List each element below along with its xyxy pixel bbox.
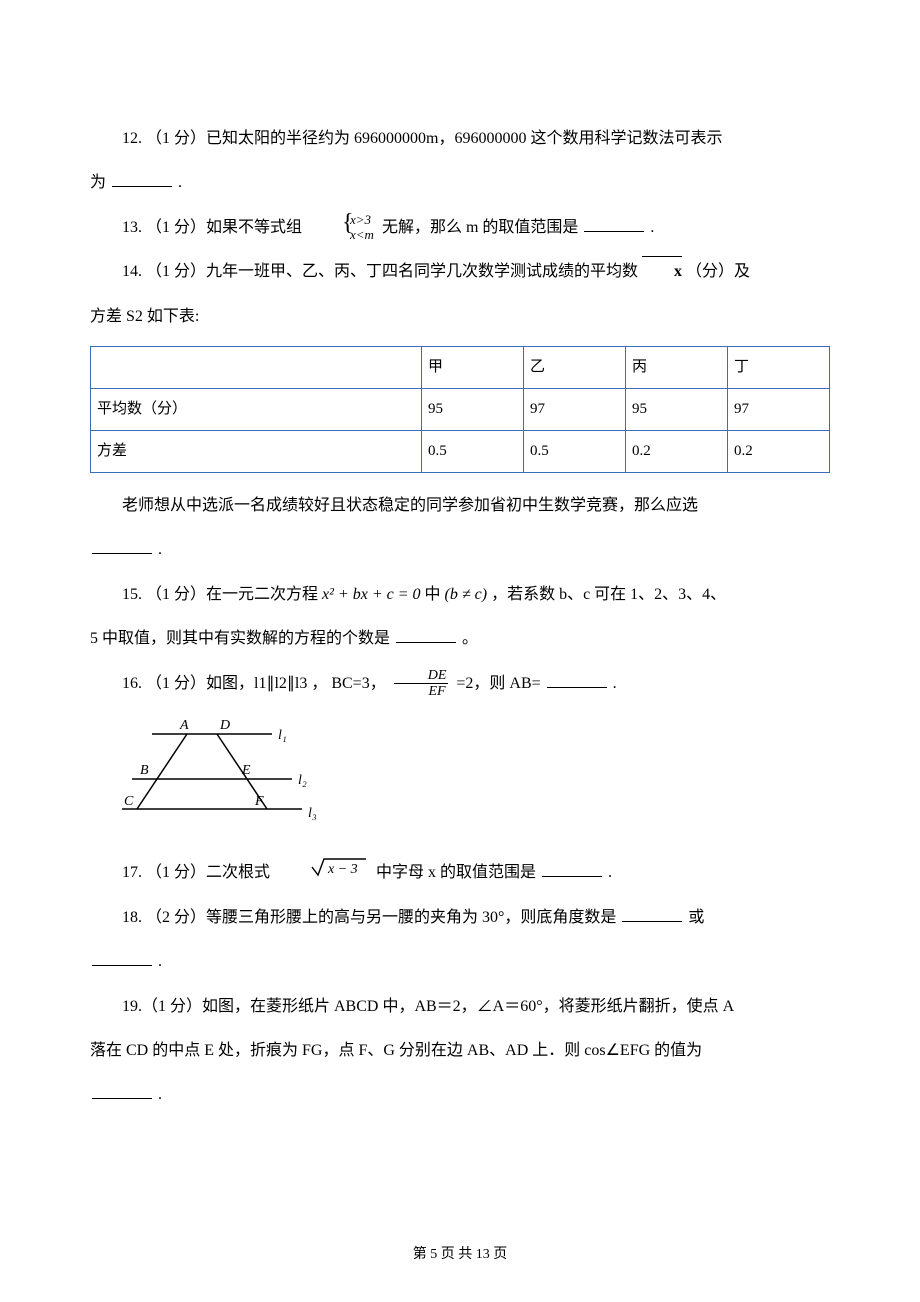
q19-line1: 19.（1 分）如图，在菱形纸片 ABCD 中，AB＝2，∠A＝60°，将菱形纸…: [90, 988, 830, 1026]
q14-tail: .: [158, 541, 162, 558]
q19-blank: [92, 1082, 152, 1099]
label-D: D: [219, 718, 230, 733]
table-cell: 0.5: [523, 430, 625, 472]
q16-tail: .: [613, 675, 617, 692]
label-l3: l₃: [308, 806, 317, 821]
q13: 13. （1 分）如果不等式组 { x>3 x<m 无解，那么 m 的取值范围是…: [90, 209, 830, 247]
q12-line2: 为 .: [90, 164, 830, 202]
q17-radicand: x − 3: [327, 862, 358, 877]
page-number: 第 5 页 共 13 页: [0, 1238, 920, 1272]
q19-line3: .: [90, 1076, 830, 1114]
q15-b: ，若系数 b、c 可在 1、2、3、4、: [491, 586, 726, 603]
q15-c: 5 中取值，则其中有实数解的方程的个数是: [90, 630, 390, 647]
q18-line2: .: [90, 943, 830, 981]
table-header: 丙: [625, 346, 727, 388]
table-header: 甲: [421, 346, 523, 388]
q18-line1: 18. （2 分）等腰三角形腰上的高与另一腰的夹角为 30°，则底角度数是 或: [90, 899, 830, 937]
q17-tail: .: [608, 864, 612, 881]
q12-blank: [112, 170, 172, 187]
table-cell: 97: [523, 388, 625, 430]
q12-tail: .: [178, 174, 182, 191]
q14-line1: 14. （1 分）九年一班甲、乙、丙、丁四名同学几次数学测试成绩的平均数 x （…: [90, 253, 830, 291]
q13-tail: .: [650, 219, 654, 236]
q15-tail: 。: [462, 630, 478, 647]
q16-figure: A D B E C F l₁ l₂ l₃: [122, 709, 830, 844]
q16-frac-num: DE: [394, 668, 449, 684]
q13-a: 13. （1 分）如果不等式组: [122, 219, 306, 236]
table-header: 乙: [523, 346, 625, 388]
q16-a: 16. （1 分）如图，l1∥l2∥l3 ， BC=3，: [122, 675, 386, 692]
q13-blank: [584, 215, 644, 232]
q15-mid: 中: [425, 586, 441, 603]
label-F: F: [254, 794, 264, 809]
q18-mid: 或: [688, 909, 704, 926]
q18-blank2: [92, 949, 152, 966]
q17-a: 17. （1 分）二次根式: [122, 864, 274, 881]
q15-blank: [396, 626, 456, 643]
q13-b: 无解，那么 m 的取值范围是: [382, 219, 578, 236]
pager-suffix: 页: [493, 1247, 507, 1262]
q17-b: 中字母 x 的取值范围是: [376, 864, 536, 881]
table-header: [91, 346, 422, 388]
table-cell: 95: [421, 388, 523, 430]
q14-after-b: .: [90, 531, 830, 569]
pager-total: 13: [476, 1247, 490, 1262]
q14-blank: [92, 537, 152, 554]
q16-b: =2，则 AB=: [456, 675, 540, 692]
q15-eq1: x² + bx + c = 0: [322, 586, 421, 603]
q17-blank: [542, 860, 602, 877]
table-cell: 平均数（分）: [91, 388, 422, 430]
pager-mid: 页 共: [441, 1247, 476, 1262]
page: 12. （1 分）已知太阳的半径约为 696000000m，696000000 …: [0, 0, 920, 1302]
table-cell: 0.2: [625, 430, 727, 472]
pager-prefix: 第: [413, 1247, 431, 1262]
q12-line1: 12. （1 分）已知太阳的半径约为 696000000m，696000000 …: [90, 120, 830, 158]
q17: 17. （1 分）二次根式 x − 3 中字母 x 的取值范围是 .: [90, 854, 830, 893]
pager-current: 5: [430, 1247, 437, 1262]
table-header-row: 甲 乙 丙 丁: [91, 346, 830, 388]
q15-line2: 5 中取值，则其中有实数解的方程的个数是 。: [90, 620, 830, 658]
table-cell: 95: [625, 388, 727, 430]
table-cell: 97: [727, 388, 829, 430]
q15-eq2: (b ≠ c): [445, 586, 488, 603]
table-header: 丁: [727, 346, 829, 388]
table-row: 平均数（分） 95 97 95 97: [91, 388, 830, 430]
label-A: A: [179, 718, 189, 733]
table-row: 方差 0.5 0.5 0.2 0.2: [91, 430, 830, 472]
sqrt-icon: x − 3: [278, 854, 368, 892]
label-C: C: [124, 794, 134, 809]
q14-after-a: 老师想从中选派一名成绩较好且状态稳定的同学参加省初中生数学竞赛，那么应选: [90, 487, 830, 525]
q12-b: 为: [90, 174, 106, 191]
q18-tail: .: [158, 953, 162, 970]
table-cell: 方差: [91, 430, 422, 472]
q16-frac-den: EF: [394, 684, 449, 699]
label-E: E: [241, 763, 251, 778]
q15-a: 15. （1 分）在一元二次方程: [122, 586, 318, 603]
q14-line2: 方差 S2 如下表:: [90, 298, 830, 336]
q18-blank1: [622, 905, 682, 922]
label-l1: l₁: [278, 728, 287, 743]
table-cell: 0.2: [727, 430, 829, 472]
q14-table: 甲 乙 丙 丁 平均数（分） 95 97 95 97 方差 0.5 0.5 0.…: [90, 346, 830, 473]
brace-icon: {: [310, 211, 354, 235]
label-B: B: [140, 763, 149, 778]
q19-tail: .: [158, 1086, 162, 1103]
q16: 16. （1 分）如图，l1∥l2∥l3 ， BC=3， DE EF =2，则 …: [90, 665, 830, 703]
table-cell: 0.5: [421, 430, 523, 472]
label-l2: l₂: [298, 773, 307, 788]
q14-b: （分）及: [686, 263, 750, 280]
q13-system: { x>3 x<m: [310, 213, 374, 243]
q14-a: 14. （1 分）九年一班甲、乙、丙、丁四名同学几次数学测试成绩的平均数: [122, 263, 642, 280]
q18-a: 18. （2 分）等腰三角形腰上的高与另一腰的夹角为 30°，则底角度数是: [122, 909, 616, 926]
q15-line1: 15. （1 分）在一元二次方程 x² + bx + c = 0 中 (b ≠ …: [90, 576, 830, 614]
parallel-lines-figure-icon: A D B E C F l₁ l₂ l₃: [122, 709, 332, 829]
q19-line2: 落在 CD 的中点 E 处，折痕为 FG，点 F、G 分别在边 AB、AD 上．…: [90, 1032, 830, 1070]
q16-frac: DE EF: [394, 668, 449, 700]
q16-blank: [547, 671, 607, 688]
xbar-icon: x: [642, 253, 682, 291]
